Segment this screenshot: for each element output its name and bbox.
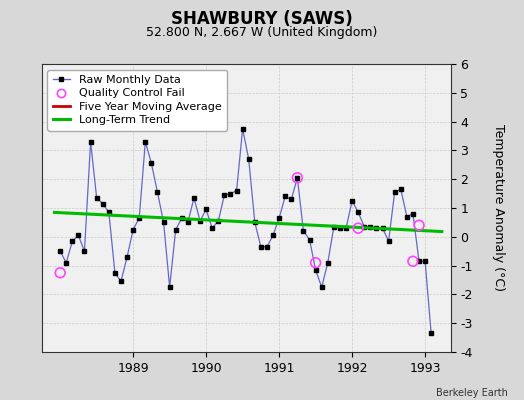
Raw Monthly Data (428, 331, 434, 336)
Quality Control Fail (409, 258, 417, 264)
Text: SHAWBURY (SAWS): SHAWBURY (SAWS) (171, 10, 353, 28)
Text: Berkeley Earth: Berkeley Earth (436, 388, 508, 398)
Quality Control Fail (56, 270, 64, 276)
Text: 52.800 N, 2.667 W (United Kingdom): 52.800 N, 2.667 W (United Kingdom) (146, 26, 378, 39)
Legend: Raw Monthly Data, Quality Control Fail, Five Year Moving Average, Long-Term Tren: Raw Monthly Data, Quality Control Fail, … (48, 70, 227, 131)
Quality Control Fail (311, 260, 320, 266)
Y-axis label: Temperature Anomaly (°C): Temperature Anomaly (°C) (492, 124, 505, 292)
Raw Monthly Data (386, 239, 392, 244)
Raw Monthly Data (88, 139, 94, 144)
Raw Monthly Data (288, 197, 294, 202)
Raw Monthly Data (154, 190, 160, 194)
Raw Monthly Data (246, 157, 252, 162)
Quality Control Fail (293, 174, 301, 181)
Raw Monthly Data (57, 249, 63, 254)
Raw Monthly Data (130, 227, 136, 232)
Quality Control Fail (415, 222, 423, 228)
Quality Control Fail (354, 225, 363, 231)
Raw Monthly Data (239, 126, 246, 131)
Line: Raw Monthly Data: Raw Monthly Data (59, 127, 433, 335)
